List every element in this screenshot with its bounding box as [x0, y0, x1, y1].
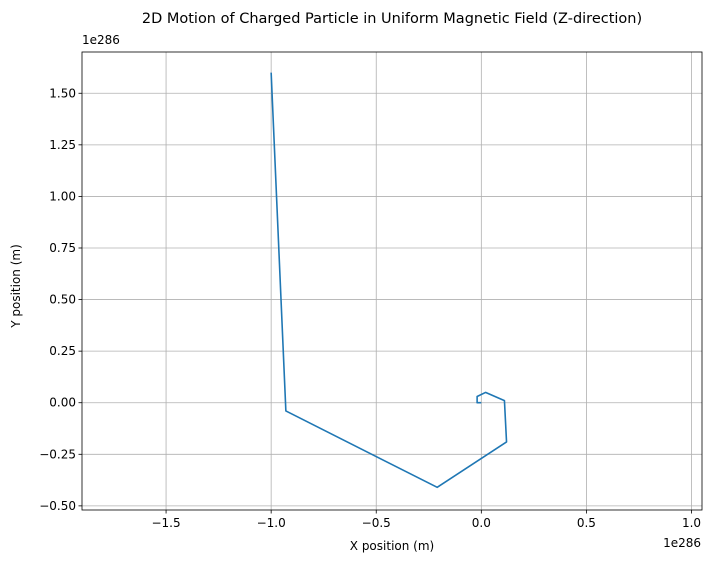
x-tick-label: −0.5: [362, 516, 391, 530]
y-tick-label: −0.25: [39, 447, 76, 461]
x-tick-label: 1.0: [682, 516, 701, 530]
y-tick-label: −0.50: [39, 499, 76, 513]
x-tick-label: 0.5: [577, 516, 596, 530]
gridlines: [82, 52, 702, 510]
trajectory-line: [270, 72, 508, 489]
ticks: −1.5 −1.0 −0.5 0.0 0.5 1.0 −0.50 −0.25 0.00 0.25 0…: [39, 86, 701, 530]
x-tick-label: −1.5: [151, 516, 180, 530]
y-axis-label: Y position (m): [9, 244, 23, 329]
series-layer: [270, 72, 508, 489]
y-tick-label: 0.75: [49, 241, 76, 255]
x-tick-label: 0.0: [472, 516, 491, 530]
y-tick-label: 1.25: [49, 138, 76, 152]
y-tick-label: 0.00: [49, 396, 76, 410]
y-offset-label: 1e286: [82, 33, 120, 47]
x-axis-label: X position (m): [350, 539, 434, 553]
x-tick-label: −1.0: [257, 516, 286, 530]
y-tick-label: 0.50: [49, 293, 76, 307]
y-tick-label: 0.25: [49, 344, 76, 358]
x-offset-label: 1e286: [663, 536, 701, 550]
plot-frame: [81, 51, 703, 511]
y-tick-label: 1.50: [49, 86, 76, 100]
chart-title: 2D Motion of Charged Particle in Uniform…: [142, 11, 642, 27]
y-tick-label: 1.00: [49, 189, 76, 203]
